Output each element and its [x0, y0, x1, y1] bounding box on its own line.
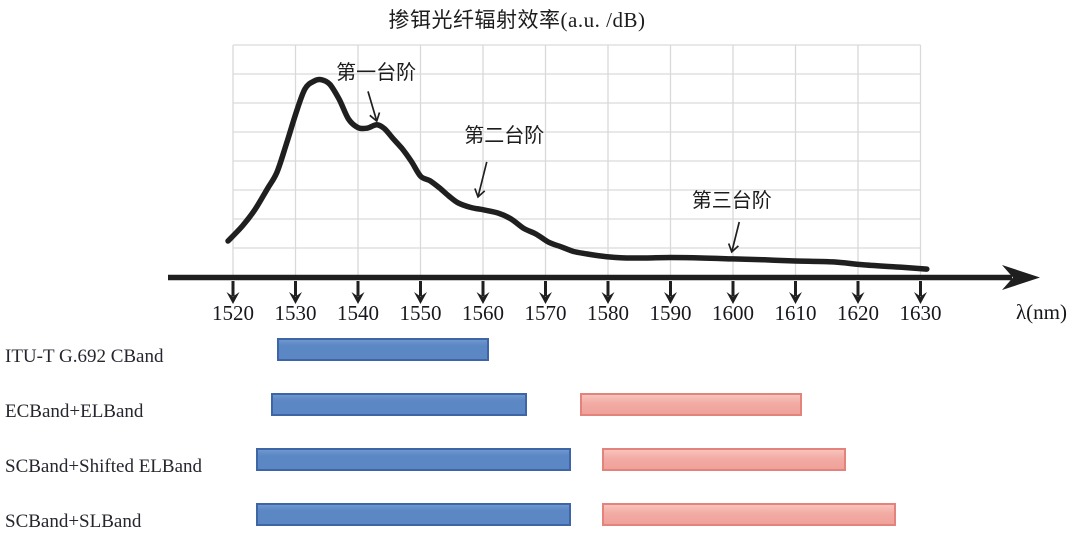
tick-arrowhead	[351, 292, 365, 304]
tick-arrowhead	[476, 292, 490, 304]
band-row-label: ECBand+ELBand	[5, 401, 144, 422]
tick-arrowhead	[664, 292, 677, 304]
tick-label-1530: 1530	[274, 301, 317, 325]
tick-label-1590: 1590	[649, 301, 692, 325]
tick-arrowhead	[601, 292, 615, 304]
band-bar-red	[601, 448, 846, 471]
annotation-arrowhead	[474, 188, 486, 199]
axis-unit-label: λ(nm)	[1016, 300, 1068, 324]
band-row-label: ITU-T G.692 CBand	[5, 346, 164, 367]
tick-label-1570: 1570	[524, 301, 567, 325]
tick-label-1620: 1620	[837, 301, 879, 325]
band-bar-blue	[270, 393, 527, 416]
tick-label-1580: 1580	[587, 301, 629, 325]
tick-label-1540: 1540	[337, 301, 379, 325]
band-bar-blue	[276, 338, 490, 361]
band-bar-blue	[256, 503, 571, 526]
tick-arrowhead	[539, 292, 552, 304]
tick-label-1520: 1520	[212, 301, 254, 325]
tick-arrowhead	[289, 292, 302, 304]
band-bar-red	[579, 393, 802, 416]
band-bar-blue	[256, 448, 571, 471]
chart-title: 掺铒光纤辐射效率(a.u. /dB)	[388, 8, 646, 32]
tick-arrowhead	[226, 292, 240, 304]
band-bar-red	[601, 503, 896, 526]
tick-arrowhead	[414, 292, 427, 304]
tick-arrowhead	[914, 292, 927, 304]
tick-arrowhead	[851, 292, 865, 304]
annotation-arrow-line	[730, 221, 741, 253]
tick-label-1550: 1550	[399, 301, 442, 325]
band-row-label: SCBand+SLBand	[5, 511, 142, 532]
tick-label-1610: 1610	[774, 301, 817, 325]
annotation-label-2: 第二台阶	[464, 125, 545, 147]
x-axis-arrowhead	[1002, 265, 1040, 290]
annotation-label-3: 第三台阶	[691, 189, 772, 212]
annotation-arrowhead	[369, 112, 381, 123]
annotation-arrow-line	[477, 161, 488, 198]
band-row-label: SCBand+Shifted ELBand	[5, 456, 203, 477]
tick-label-1600: 1600	[712, 301, 754, 325]
annotation-arrowhead	[727, 243, 739, 254]
tick-arrowhead	[789, 292, 802, 304]
efficiency-curve	[225, 76, 930, 272]
annotation-arrow-line	[367, 91, 378, 122]
annotation-label-1: 第一台阶	[336, 61, 417, 84]
tick-label-1630: 1630	[899, 301, 942, 325]
tick-arrowhead	[726, 292, 740, 304]
tick-label-1560: 1560	[462, 301, 504, 325]
